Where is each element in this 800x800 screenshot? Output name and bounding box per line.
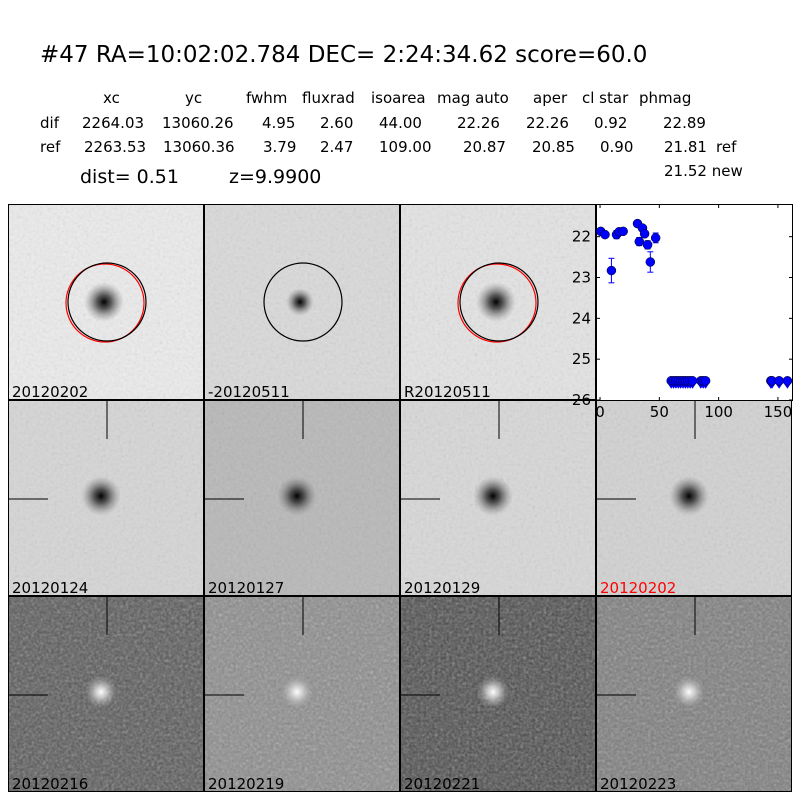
stamp-label: R20120511 — [404, 383, 491, 400]
row-label: dif — [40, 114, 59, 132]
stamp-image — [401, 401, 595, 595]
dist-value: dist= 0.51 — [80, 166, 179, 188]
data-point — [639, 229, 650, 239]
limit-point — [782, 376, 793, 386]
table-cell: 22.26 — [457, 114, 500, 132]
stamp-image — [597, 401, 791, 595]
image-stamp: 20120202 — [8, 204, 204, 400]
stamp-label: 20120219 — [208, 775, 285, 792]
stamp-label: 20120216 — [12, 775, 89, 792]
aperture-circle — [459, 262, 539, 342]
limit-point — [774, 376, 784, 386]
stamp-label: 20120202 — [600, 579, 677, 596]
image-stamp: 20120127 — [204, 400, 400, 596]
figure-title: #47 RA=10:02:02.784 DEC= 2:24:34.62 scor… — [40, 42, 648, 68]
column-header: cl star — [582, 89, 629, 107]
table-cell: 0.92 — [594, 114, 628, 132]
image-stamp: 20120219 — [204, 596, 400, 792]
column-header: aper — [533, 89, 568, 107]
table-cell: 109.00 — [379, 138, 432, 156]
table-cell: 22.89 — [663, 114, 706, 132]
stamp-image — [205, 205, 399, 399]
table-cell: 21.81 — [664, 138, 707, 156]
x-tick-label: 100 — [704, 403, 733, 421]
stamp-image — [9, 205, 203, 399]
new-phmag: 21.52 new — [664, 162, 743, 180]
image-stamp: 20120202 — [596, 400, 792, 596]
table-cell: 4.95 — [262, 114, 296, 132]
data-point — [618, 226, 628, 237]
image-stamp: R20120511 — [400, 204, 596, 400]
table-cell: 22.26 — [526, 114, 569, 132]
data-point — [650, 233, 661, 243]
stamp-label: 20120129 — [404, 579, 481, 596]
plot-frame — [596, 204, 793, 401]
data-point — [634, 236, 645, 247]
table-cell: 2.60 — [320, 114, 354, 132]
table-cell: 3.79 — [263, 138, 297, 156]
x-tick-label: 150 — [764, 403, 793, 421]
table-cell: 13060.26 — [162, 114, 234, 132]
image-stamp: 20120221 — [400, 596, 596, 792]
y-tick-label: 26 — [572, 391, 591, 409]
table-cell: 2264.03 — [82, 114, 145, 132]
column-header: fwhm — [246, 89, 288, 107]
data-point — [645, 257, 656, 267]
stamp-label: 20120127 — [208, 579, 285, 596]
y-tick-label: 25 — [572, 350, 591, 368]
table-cell: 0.90 — [600, 138, 634, 156]
image-stamp: 20120124 — [8, 400, 204, 596]
z-value: z=9.9900 — [229, 166, 322, 188]
stamp-label: 20120223 — [600, 775, 677, 792]
column-header: yc — [185, 89, 203, 107]
image-stamp: 20120223 — [596, 596, 792, 792]
aperture-circle — [263, 262, 343, 342]
column-header: isoarea — [371, 89, 426, 107]
stamp-label: 20120221 — [404, 775, 481, 792]
data-point — [600, 229, 610, 240]
column-header: phmag — [639, 89, 692, 107]
column-header: fluxrad — [302, 89, 355, 107]
row-note: ref — [716, 138, 737, 156]
stamp-image — [205, 597, 399, 791]
row-label: ref — [40, 138, 61, 156]
y-tick-label: 22 — [572, 228, 591, 246]
stamp-image — [597, 597, 791, 791]
y-tick-label: 24 — [572, 309, 591, 327]
column-header: mag auto — [437, 89, 509, 107]
image-stamp: 20120216 — [8, 596, 204, 792]
table-cell: 20.87 — [463, 138, 506, 156]
table-cell: 2.47 — [320, 138, 354, 156]
stamp-image — [401, 205, 595, 399]
image-stamp: 20120129 — [400, 400, 596, 596]
stamp-image — [401, 597, 595, 791]
data-point — [642, 240, 653, 250]
x-tick-label: 0 — [595, 403, 605, 421]
stamp-image — [9, 597, 203, 791]
stamp-image — [205, 401, 399, 595]
limit-point — [700, 376, 711, 386]
stamp-label: 20120124 — [12, 579, 89, 596]
image-stamp: -20120511 — [204, 204, 400, 400]
stamp-label: 20120202 — [12, 383, 89, 400]
table-cell: 44.00 — [379, 114, 422, 132]
stamp-label: -20120511 — [208, 383, 290, 400]
light-curve-plot: 0 50 100 150 22 23 24 25 26 — [572, 204, 793, 421]
data-point — [606, 265, 617, 276]
limit-point — [687, 376, 698, 386]
y-tick-label: 23 — [572, 269, 591, 287]
table-cell: 13060.36 — [163, 138, 235, 156]
table-cell: 20.85 — [532, 138, 575, 156]
x-tick-label: 50 — [650, 403, 669, 421]
stamp-image — [9, 401, 203, 595]
column-header: xc — [103, 89, 120, 107]
table-cell: 2263.53 — [84, 138, 147, 156]
aperture-circle — [67, 262, 147, 342]
